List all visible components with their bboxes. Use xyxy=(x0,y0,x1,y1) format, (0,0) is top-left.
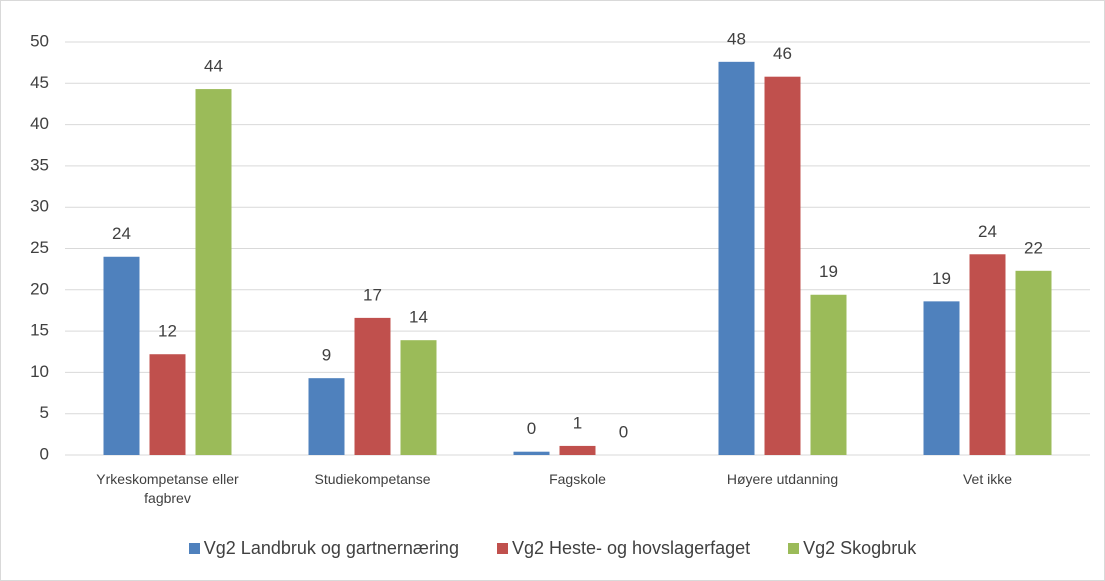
y-tick-label: 0 xyxy=(40,444,49,463)
data-label: 44 xyxy=(204,57,223,76)
data-label: 24 xyxy=(112,224,131,243)
bar xyxy=(149,354,186,455)
x-tick-label: Høyere utdanning xyxy=(726,471,839,487)
y-tick-label: 50 xyxy=(30,31,49,50)
legend-swatch xyxy=(788,543,800,554)
data-label: 0 xyxy=(527,419,536,438)
data-label: 19 xyxy=(932,269,951,288)
x-tick-label: Fagskole xyxy=(549,471,606,487)
legend-label: Vg2 Skogbruk xyxy=(803,538,917,558)
y-tick-label: 15 xyxy=(30,321,49,340)
legend-label: Vg2 Landbruk og gartnernæring xyxy=(203,538,459,558)
legend-item: Vg2 Skogbruk xyxy=(788,538,916,559)
bar xyxy=(195,89,232,455)
data-label: 14 xyxy=(409,308,428,327)
y-tick-label: 10 xyxy=(30,362,49,381)
data-label: 46 xyxy=(773,44,792,63)
y-tick-label: 20 xyxy=(30,279,49,298)
data-label: 48 xyxy=(727,29,746,48)
bar xyxy=(718,61,755,455)
y-tick-label: 25 xyxy=(30,238,49,257)
legend-item: Vg2 Landbruk og gartnernæring xyxy=(188,538,459,559)
bar xyxy=(103,256,140,455)
data-label: 22 xyxy=(1024,238,1043,257)
legend-swatch xyxy=(496,543,508,554)
y-tick-label: 45 xyxy=(30,73,49,92)
bar xyxy=(969,254,1006,455)
legend-label: Vg2 Heste- og hovslagerfaget xyxy=(511,538,751,558)
x-tick-label: Yrkeskompetanse eller fagbrev xyxy=(96,471,239,506)
y-tick-label: 5 xyxy=(40,403,49,422)
data-label: 0 xyxy=(619,422,628,441)
data-label: 19 xyxy=(819,262,838,281)
y-tick-label: 40 xyxy=(30,114,49,133)
y-tick-label: 35 xyxy=(30,155,49,174)
bar xyxy=(513,451,550,455)
bar xyxy=(559,445,596,455)
bar xyxy=(764,76,801,455)
bar xyxy=(400,340,437,455)
x-tick-label: Vet ikke xyxy=(962,471,1013,487)
legend-swatch xyxy=(188,543,200,554)
legend-item: Vg2 Heste- og hovslagerfaget xyxy=(496,538,751,559)
data-label: 17 xyxy=(363,285,382,304)
bar xyxy=(308,378,345,455)
y-tick-label: 30 xyxy=(30,197,49,216)
x-tick-label: Studiekompetanse xyxy=(314,471,431,487)
legend: Vg2 Landbruk og gartnernæring Vg2 Heste- … xyxy=(0,538,1105,559)
bar xyxy=(923,301,960,455)
data-label: 1 xyxy=(573,413,582,432)
data-label: 9 xyxy=(322,346,331,365)
data-label: 24 xyxy=(978,222,997,241)
bar xyxy=(354,317,391,455)
data-label: 12 xyxy=(158,322,177,341)
bar xyxy=(1015,270,1052,455)
bar xyxy=(810,294,847,455)
